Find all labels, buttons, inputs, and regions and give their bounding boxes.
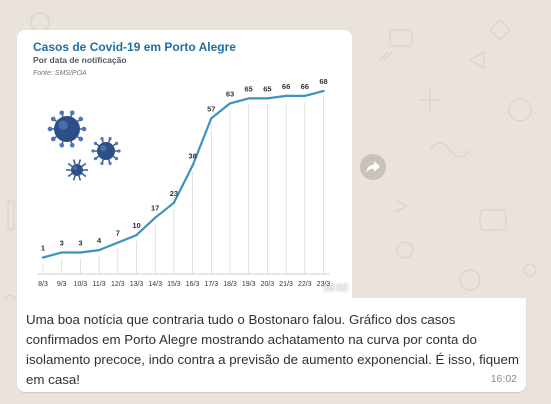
data-point: [191, 164, 194, 167]
data-point: [228, 102, 232, 105]
coronavirus-icon: [47, 110, 87, 148]
coronavirus-icon: [91, 137, 121, 165]
forward-arrow-icon: [366, 161, 380, 173]
x-tick-label: 19/3: [242, 281, 256, 288]
data-point: [322, 89, 325, 93]
data-label: 57: [207, 104, 215, 113]
x-tick-label: 23/3: [317, 281, 331, 288]
x-tick-label: 15/3: [167, 281, 181, 288]
data-point: [135, 233, 138, 237]
data-label: 38: [188, 152, 196, 161]
data-point: [97, 248, 101, 252]
data-point: [79, 251, 82, 254]
data-label: 3: [60, 239, 64, 248]
data-point: [266, 97, 269, 100]
data-label: 66: [282, 82, 290, 91]
x-tick-label: 18/3: [223, 281, 237, 288]
data-point: [41, 256, 45, 259]
data-label: 7: [116, 229, 120, 238]
data-label: 1: [41, 244, 45, 253]
data-label: 3: [78, 239, 82, 248]
x-tick-label: 12/3: [111, 281, 125, 288]
data-label: 17: [151, 204, 159, 213]
data-label: 65: [263, 84, 271, 93]
data-point: [154, 216, 157, 219]
message-text: Uma boa notícia que contraria tudo o Bos…: [26, 312, 520, 387]
data-label: 63: [226, 89, 234, 98]
data-label: 23: [170, 189, 178, 198]
x-tick-label: 20/3: [261, 281, 275, 288]
data-point: [303, 94, 306, 98]
data-label: 10: [132, 221, 140, 230]
x-tick-label: 13/3: [130, 281, 144, 288]
chart-title: Casos de Covid-19 em Porto Alegre: [33, 40, 236, 54]
image-timestamp: 16:02: [322, 283, 348, 294]
chart-source: Fonte: SMS/POA: [33, 70, 87, 77]
x-tick-label: 17/3: [204, 281, 218, 288]
chart-image[interactable]: 1 3 3 4 7 10 17 23 38 57 63 65 65 66 66 68 8/3 9/3 10/3 11/…: [23, 34, 346, 296]
data-point: [116, 241, 120, 244]
x-tick-label: 8/3: [38, 281, 48, 288]
data-label: 4: [97, 236, 102, 245]
data-point: [172, 201, 176, 205]
series-line: [42, 89, 324, 259]
data-label: 65: [245, 84, 253, 93]
coronavirus-icon: [65, 159, 89, 181]
data-label: 68: [319, 77, 327, 86]
x-tick-label: 9/3: [57, 281, 67, 288]
chart-subtitle: Por data de notificação: [33, 55, 127, 65]
data-point: [60, 251, 63, 254]
x-tick-label: 16/3: [186, 281, 200, 288]
data-point: [210, 117, 213, 120]
x-tick-label: 11/3: [93, 281, 106, 288]
text-message-bubble[interactable]: Uma boa notícia que contraria tudo o Bos…: [17, 298, 526, 392]
x-tick-label: 22/3: [298, 281, 312, 288]
x-tick-label: 10/3: [74, 281, 88, 288]
x-tick-label: 14/3: [148, 281, 162, 288]
x-tick-label: 21/3: [279, 281, 293, 288]
data-point: [247, 97, 250, 100]
data-point: [284, 94, 288, 98]
data-label: 66: [301, 82, 309, 91]
forward-button[interactable]: [360, 154, 386, 180]
chart-plot: 1 3 3 4 7 10 17 23 38 57 63 65 65 66 66 68 8/3 9/3 10/3 11/…: [37, 77, 331, 288]
message-timestamp: 16:02: [490, 373, 517, 385]
image-message-bubble[interactable]: 1 3 3 4 7 10 17 23 38 57 63 65 65 66 66 68 8/3 9/3 10/3 11/…: [17, 30, 352, 298]
